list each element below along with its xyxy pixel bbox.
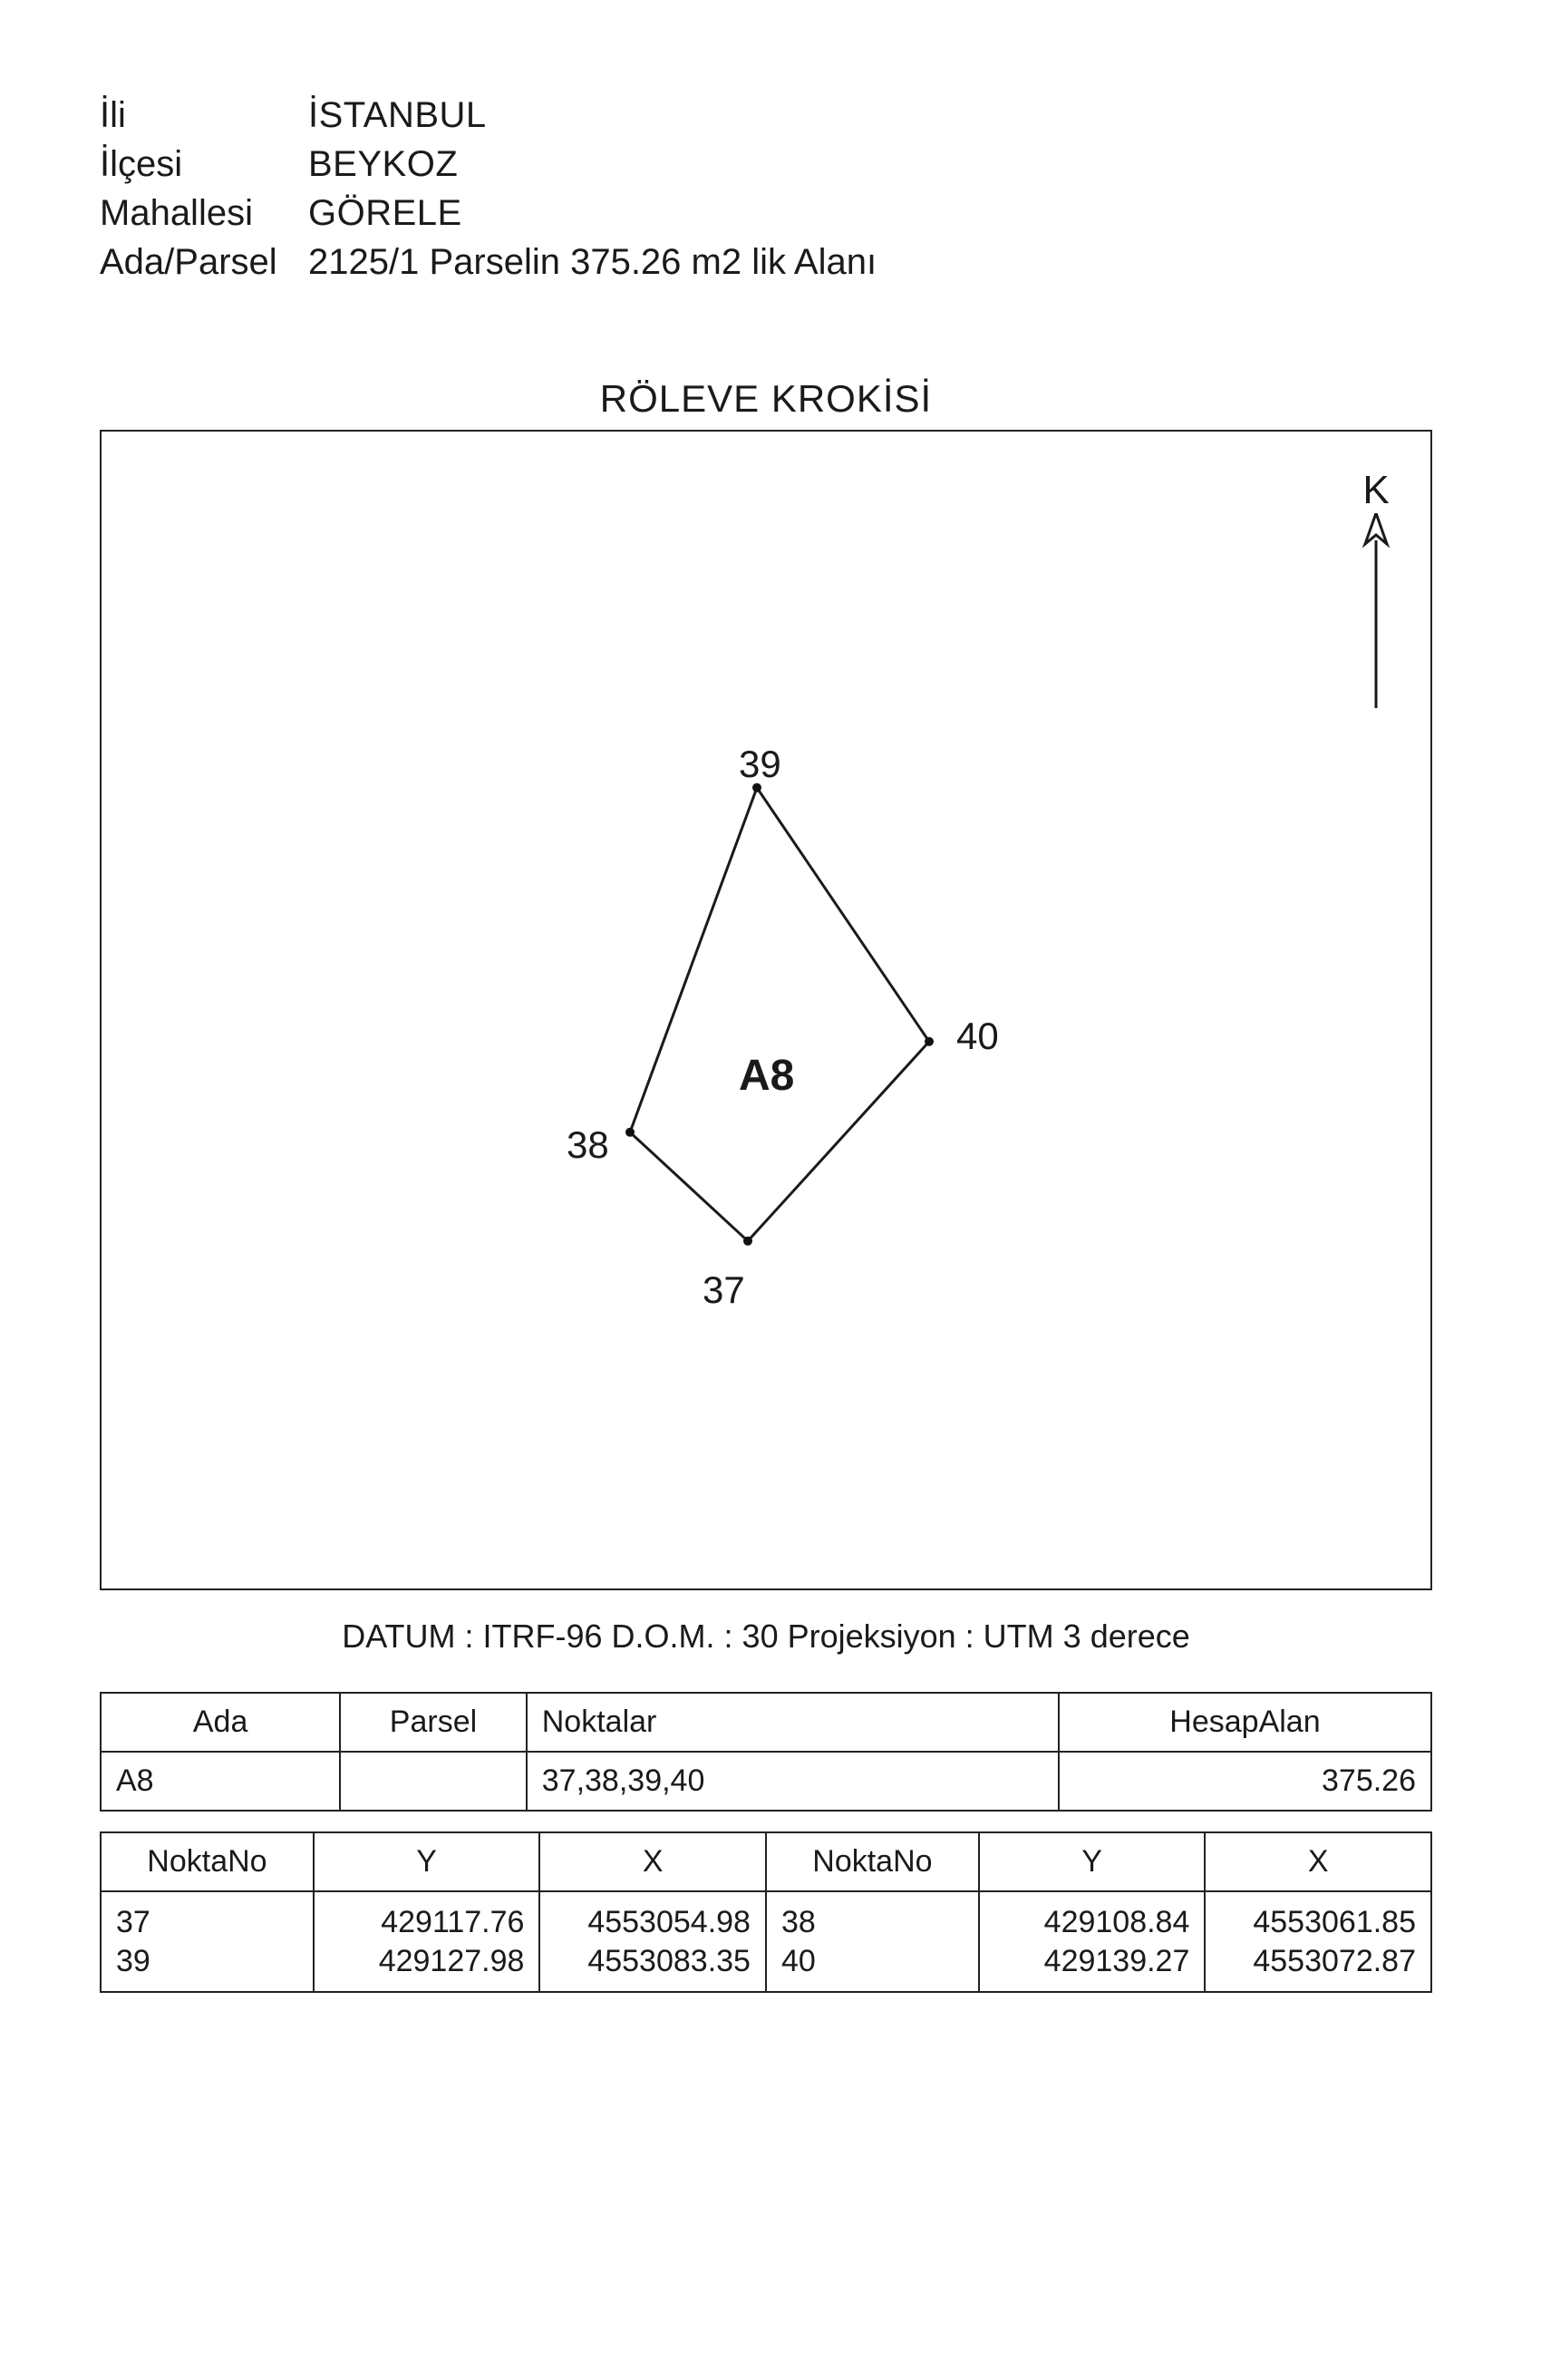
header-label-il: İli (100, 91, 308, 140)
header-value-adaparsel: 2125/1 Parselin 375.26 m2 lik Alanı (308, 238, 877, 287)
header-row-mahalle: Mahallesi GÖRELE (100, 189, 1432, 238)
cell-hesapalan: 375.26 (1059, 1752, 1431, 1811)
datum-line: DATUM : ITRF-96 D.O.M. : 30 Projeksiyon … (100, 1617, 1432, 1656)
point-label: 37 (703, 1268, 745, 1312)
cell-noktano: 37 39 (101, 1891, 314, 1992)
col-header-parsel: Parsel (340, 1693, 527, 1752)
cell-x: 4553054.98 4553083.35 (539, 1891, 766, 1992)
cell-y: 429117.76 429127.98 (314, 1891, 540, 1992)
pt-id: 38 (781, 1903, 964, 1942)
header-label-mahalle: Mahallesi (100, 189, 308, 238)
area-label: A8 (739, 1051, 794, 1101)
header-value-il: İSTANBUL (308, 91, 487, 140)
pt-y: 429108.84 (994, 1903, 1190, 1942)
cell-y: 429108.84 429139.27 (979, 1891, 1206, 1992)
coords-table: NoktaNo Y X NoktaNo Y X 37 39 429117.76 … (100, 1831, 1432, 1993)
pt-x: 4553054.98 (555, 1903, 751, 1942)
header-row-il: İli İSTANBUL (100, 91, 1432, 140)
pt-id: 37 (116, 1903, 298, 1942)
cell-x: 4553061.85 4553072.87 (1205, 1891, 1431, 1992)
table-row: NoktaNo Y X NoktaNo Y X (101, 1832, 1431, 1891)
col-header-x: X (1205, 1832, 1431, 1891)
cell-noktalar: 37,38,39,40 (527, 1752, 1059, 1811)
north-arrow-icon (1358, 513, 1394, 713)
col-header-noktano: NoktaNo (101, 1832, 314, 1891)
point-label: 38 (567, 1123, 609, 1167)
header-value-ilce: BEYKOZ (308, 140, 458, 189)
point-label: 40 (956, 1015, 999, 1058)
table-row: 37 39 429117.76 429127.98 4553054.98 455… (101, 1891, 1431, 1992)
pt-x: 4553061.85 (1220, 1903, 1416, 1942)
col-header-y: Y (979, 1832, 1206, 1891)
cell-parsel (340, 1752, 527, 1811)
north-indicator: K (1358, 468, 1394, 713)
header-block: İli İSTANBUL İlçesi BEYKOZ Mahallesi GÖR… (100, 91, 1432, 287)
pt-y: 429117.76 (329, 1903, 525, 1942)
pt-id: 40 (781, 1942, 964, 1981)
col-header-y: Y (314, 1832, 540, 1891)
header-label-ilce: İlçesi (100, 140, 308, 189)
cell-noktano: 38 40 (766, 1891, 979, 1992)
pt-id: 39 (116, 1942, 298, 1981)
pt-y: 429139.27 (994, 1942, 1190, 1981)
cell-ada: A8 (101, 1752, 340, 1811)
header-value-mahalle: GÖRELE (308, 189, 462, 238)
area-table: Ada Parsel Noktalar HesapAlan A8 37,38,3… (100, 1692, 1432, 1812)
col-header-hesapalan: HesapAlan (1059, 1693, 1431, 1752)
point-label: 39 (739, 743, 781, 786)
north-label: K (1358, 468, 1394, 513)
pt-x: 4553072.87 (1220, 1942, 1416, 1981)
parcel-plot: 37 38 39 40 A8 (449, 652, 1083, 1341)
header-row-adaparsel: Ada/Parsel 2125/1 Parselin 375.26 m2 lik… (100, 238, 1432, 287)
diagram-frame: K 37 38 39 40 A8 (100, 430, 1432, 1590)
col-header-x: X (539, 1832, 766, 1891)
pt-x: 4553083.35 (555, 1942, 751, 1981)
col-header-noktano: NoktaNo (766, 1832, 979, 1891)
pt-y: 429127.98 (329, 1942, 525, 1981)
col-header-ada: Ada (101, 1693, 340, 1752)
header-label-adaparsel: Ada/Parsel (100, 238, 308, 287)
table-row: A8 37,38,39,40 375.26 (101, 1752, 1431, 1811)
header-row-ilce: İlçesi BEYKOZ (100, 140, 1432, 189)
table-row: Ada Parsel Noktalar HesapAlan (101, 1693, 1431, 1752)
diagram-title: RÖLEVE KROKİSİ (100, 377, 1432, 421)
col-header-noktalar: Noktalar (527, 1693, 1059, 1752)
